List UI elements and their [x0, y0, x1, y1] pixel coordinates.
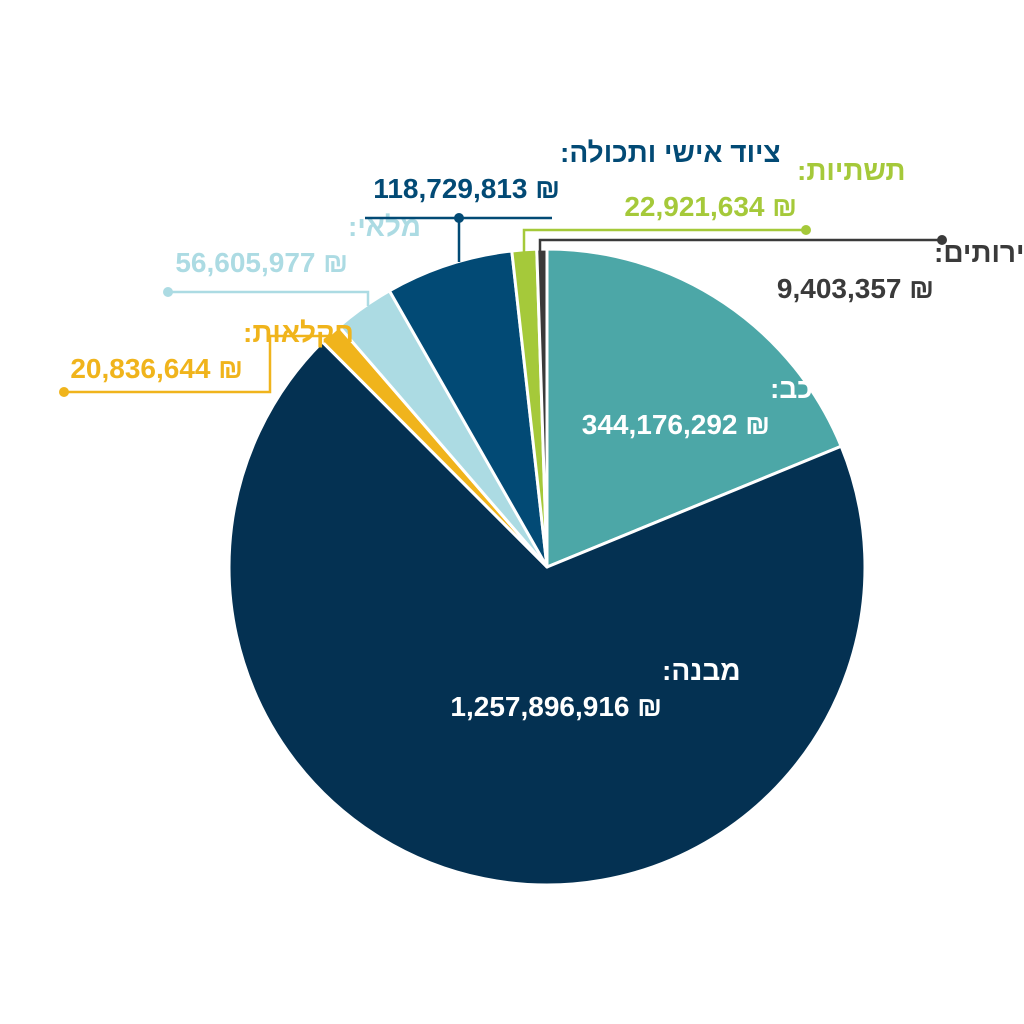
slice-value-tashtiot: 22,921,634 ₪ [624, 191, 797, 222]
slice-value-rechev: 344,176,292 ₪ [582, 409, 770, 440]
slice-label-mivne: מבנה: [662, 655, 741, 686]
slice-label-chaklaut: חקלאות: [243, 317, 354, 348]
leader-line-sherutim [538, 238, 942, 252]
slice-label-rechev: רכב: [770, 373, 828, 404]
slice-value-melai: 56,605,977 ₪ [175, 247, 348, 278]
pie-slice-sherutim [535, 247, 549, 569]
leader-line-melai [168, 290, 370, 306]
pie-slice-mivne [227, 340, 867, 887]
leader-dot-tashtiot [801, 225, 811, 235]
slice-label-tashtiot: תשתיות: [797, 155, 906, 186]
leader-dot-tziud [454, 213, 464, 223]
pie-slice-tziud [387, 249, 549, 569]
slice-value-mivne: 1,257,896,916 ₪ [450, 691, 662, 722]
slice-value-sherutim: 9,403,357 ₪ [777, 273, 934, 304]
slice-label-tziud: ציוד אישי ותכולה: [560, 137, 781, 168]
slice-label-melai: מלאי: [348, 211, 421, 242]
pie-slice-rechev [545, 247, 843, 569]
leader-dot-sherutim [937, 235, 947, 245]
leader-line-tashtiot [522, 228, 806, 252]
leader-dot-melai [163, 287, 173, 297]
slice-value-chaklaut: 20,836,644 ₪ [70, 353, 243, 384]
leader-line-chaklaut [64, 334, 334, 394]
leader-dot-chaklaut [59, 387, 69, 397]
slice-value-tziud: 118,729,813 ₪ [373, 173, 560, 204]
slice-label-sherutim: שירותים: [934, 237, 1024, 268]
